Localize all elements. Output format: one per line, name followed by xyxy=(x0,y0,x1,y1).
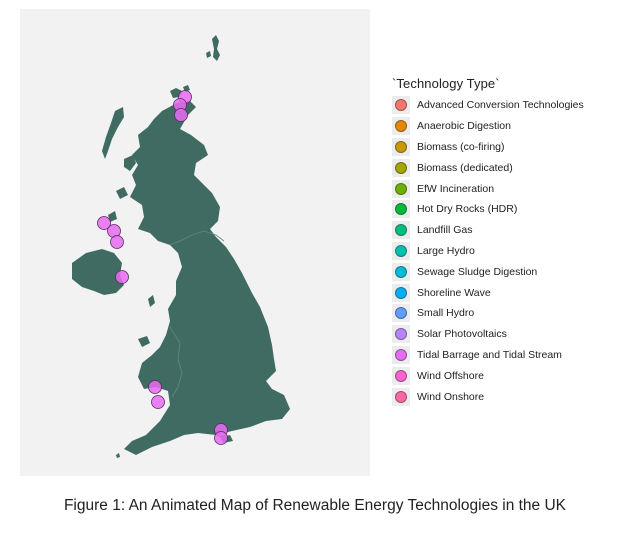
legend-key xyxy=(392,345,410,364)
legend-item: Wind Onshore xyxy=(392,386,622,407)
tidal-site-marker xyxy=(148,380,162,394)
legend-item: EfW Incineration xyxy=(392,178,622,199)
legend-key xyxy=(392,158,410,177)
legend-item: Shoreline Wave xyxy=(392,282,622,303)
legend-item: Sewage Sludge Digestion xyxy=(392,261,622,282)
legend-dot-icon xyxy=(395,390,407,403)
legend: `Technology Type` Advanced Conversion Te… xyxy=(392,76,622,407)
legend-item: Large Hydro xyxy=(392,241,622,262)
legend-item: Landfill Gas xyxy=(392,220,622,241)
legend-dot-icon xyxy=(395,120,407,133)
legend-item: Anaerobic Digestion xyxy=(392,116,622,137)
anglesey xyxy=(138,336,150,347)
legend-dot-icon xyxy=(395,182,407,195)
shetland-islet xyxy=(206,51,211,58)
legend-key xyxy=(392,221,410,240)
legend-dot-icon xyxy=(395,224,407,237)
legend-dot-icon xyxy=(395,328,407,341)
scilly-isles xyxy=(116,453,120,458)
legend-dot-icon xyxy=(395,286,407,299)
tidal-markers xyxy=(97,90,228,445)
great-britain xyxy=(124,101,290,455)
legend-key xyxy=(392,387,410,406)
legend-label: Biomass (co-firing) xyxy=(417,140,505,153)
legend-key xyxy=(392,304,410,323)
legend-label: Solar Photovoltaics xyxy=(417,328,507,341)
country-borders xyxy=(169,230,225,398)
tidal-site-marker xyxy=(151,395,165,409)
uk-map xyxy=(72,35,290,458)
legend-dot-icon xyxy=(395,161,407,174)
england-wales-border xyxy=(169,326,183,398)
skye xyxy=(124,155,136,171)
legend-key xyxy=(392,262,410,281)
legend-dot-icon xyxy=(395,244,407,257)
figure-caption: Figure 1: An Animated Map of Renewable E… xyxy=(63,497,567,514)
legend-label: Wind Offshore xyxy=(417,369,484,382)
legend-label: Advanced Conversion Technologies xyxy=(417,99,584,112)
legend-label: Tidal Barrage and Tidal Stream xyxy=(417,348,562,361)
uk-landmass xyxy=(72,35,290,458)
legend-label: Wind Onshore xyxy=(417,390,485,403)
legend-key xyxy=(392,325,410,344)
legend-key xyxy=(392,96,410,115)
shetland-islands xyxy=(212,35,220,61)
legend-item: Advanced Conversion Technologies xyxy=(392,95,622,116)
legend-key xyxy=(392,241,410,260)
legend-label: Hot Dry Rocks (HDR) xyxy=(417,203,518,216)
outer-hebrides xyxy=(102,107,124,159)
legend-label: Sewage Sludge Digestion xyxy=(417,265,538,278)
legend-dot-icon xyxy=(395,140,407,153)
legend-dot-icon xyxy=(395,348,407,361)
legend-dot-icon xyxy=(395,369,407,382)
legend-key xyxy=(392,117,410,136)
orkney-islands xyxy=(170,85,190,98)
map-panel xyxy=(20,9,370,476)
legend-label: Biomass (dedicated) xyxy=(417,161,513,174)
legend-label: Landfill Gas xyxy=(417,224,473,237)
legend-label: Anaerobic Digestion xyxy=(417,120,511,133)
legend-dot-icon xyxy=(395,99,407,112)
legend-label: Shoreline Wave xyxy=(417,286,491,299)
legend-dot-icon xyxy=(395,307,407,320)
legend-key xyxy=(392,137,410,156)
legend-items: Advanced Conversion Technologies Anaerobi… xyxy=(392,95,622,407)
legend-label: Large Hydro xyxy=(417,244,475,257)
legend-item: Biomass (dedicated) xyxy=(392,157,622,178)
legend-key xyxy=(392,179,410,198)
tidal-site-marker xyxy=(174,108,188,122)
tidal-site-marker xyxy=(110,235,124,249)
legend-dot-icon xyxy=(395,203,407,216)
legend-item: Hot Dry Rocks (HDR) xyxy=(392,199,622,220)
legend-key xyxy=(392,366,410,385)
legend-key xyxy=(392,200,410,219)
tidal-site-marker xyxy=(214,431,228,445)
tidal-site-marker xyxy=(97,216,111,230)
legend-item: Biomass (co-firing) xyxy=(392,137,622,158)
legend-title: `Technology Type` xyxy=(392,76,500,91)
legend-label: Small Hydro xyxy=(417,307,475,320)
tidal-site-marker xyxy=(115,270,129,284)
legend-item: Tidal Barrage and Tidal Stream xyxy=(392,345,622,366)
legend-item: Wind Offshore xyxy=(392,365,622,386)
legend-item: Small Hydro xyxy=(392,303,622,324)
legend-label: EfW Incineration xyxy=(417,182,495,195)
northern-ireland xyxy=(72,249,124,295)
legend-item: Solar Photovoltaics xyxy=(392,324,622,345)
legend-dot-icon xyxy=(395,265,407,278)
legend-key xyxy=(392,283,410,302)
islay xyxy=(108,211,117,222)
isle-of-man xyxy=(148,295,155,307)
scotland-england-border xyxy=(169,230,225,246)
mull xyxy=(116,187,128,199)
